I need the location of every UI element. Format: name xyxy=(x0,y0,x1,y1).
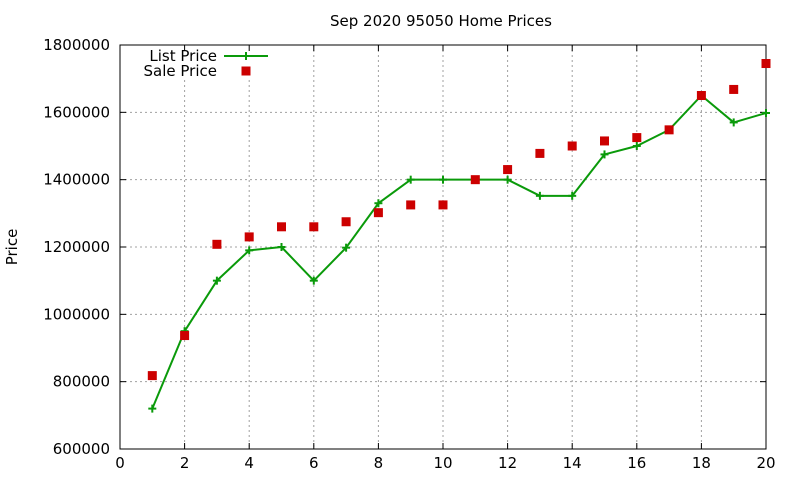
x-tick-label: 18 xyxy=(692,454,711,472)
x-tick-label: 4 xyxy=(244,454,254,472)
sale-price-point xyxy=(341,217,351,227)
legend-label-1: List Price xyxy=(149,47,217,65)
sale-price-point xyxy=(535,148,545,158)
sale-price-point xyxy=(438,200,448,210)
list-price-point xyxy=(342,243,351,252)
list-price-point xyxy=(406,175,415,184)
list-price-point xyxy=(535,191,544,200)
sale-price-point xyxy=(147,371,157,381)
y-tick-label: 1600000 xyxy=(43,103,110,121)
x-tick-label: 6 xyxy=(309,454,319,472)
y-tick-label: 1400000 xyxy=(43,171,110,189)
legend-swatch-square xyxy=(241,66,251,76)
x-tick-label: 14 xyxy=(563,454,582,472)
list-price-point xyxy=(277,243,286,251)
list-price-point xyxy=(212,276,221,285)
list-price-point xyxy=(374,199,383,208)
series-2 xyxy=(147,59,771,381)
sale-price-point xyxy=(212,239,222,249)
legend-label-2: Sale Price xyxy=(144,62,217,80)
sale-price-point xyxy=(664,125,674,135)
list-price-point xyxy=(245,246,254,255)
list-price-point xyxy=(729,118,738,127)
x-tick-label: 16 xyxy=(627,454,646,472)
sale-price-point xyxy=(600,136,609,146)
sale-price-point xyxy=(632,133,642,143)
sale-price-point xyxy=(470,175,480,185)
y-tick-label: 1800000 xyxy=(43,36,110,54)
list-price-point xyxy=(762,109,770,118)
sale-price-point xyxy=(277,222,286,232)
list-price-point xyxy=(600,150,609,159)
sale-price-point xyxy=(244,232,254,242)
list-price-point xyxy=(439,175,447,184)
sale-price-point xyxy=(180,331,190,341)
sale-price-point xyxy=(503,165,513,175)
y-axis-label: Price xyxy=(3,229,21,266)
y-tick-label: 600000 xyxy=(53,440,110,458)
list-price-point xyxy=(503,175,512,184)
sale-price-point xyxy=(406,200,416,210)
sale-price-point xyxy=(761,59,771,69)
series-1 xyxy=(148,91,770,413)
x-tick-label: 20 xyxy=(756,454,775,472)
chart-title: Sep 2020 95050 Home Prices xyxy=(330,12,552,30)
x-tick-label: 2 xyxy=(180,454,190,472)
list-price-point xyxy=(632,142,641,150)
sale-price-point xyxy=(373,208,383,218)
y-tick-label: 1200000 xyxy=(43,238,110,256)
list-price-point xyxy=(568,191,577,200)
y-tick-label: 800000 xyxy=(53,373,110,391)
list-price-line xyxy=(151,94,767,409)
sale-price-point xyxy=(729,84,739,94)
x-tick-label: 10 xyxy=(433,454,452,472)
axis-ticks: 0 2 4 6 8 10 12 14 16 18 20 600000 800000 1000000 1200… xyxy=(43,36,775,472)
list-price-point xyxy=(309,276,318,285)
x-tick-label: 8 xyxy=(374,454,384,472)
list-price-point xyxy=(148,404,157,413)
x-tick-label: 12 xyxy=(498,454,517,472)
y-tick-label: 1000000 xyxy=(43,305,110,323)
series xyxy=(147,59,771,413)
sale-price-point xyxy=(567,141,577,151)
x-tick-label: 0 xyxy=(115,454,125,472)
sale-price-point xyxy=(309,222,319,232)
legend-swatch-plus xyxy=(242,52,250,60)
sale-price-point xyxy=(696,91,706,100)
grid xyxy=(120,45,766,449)
